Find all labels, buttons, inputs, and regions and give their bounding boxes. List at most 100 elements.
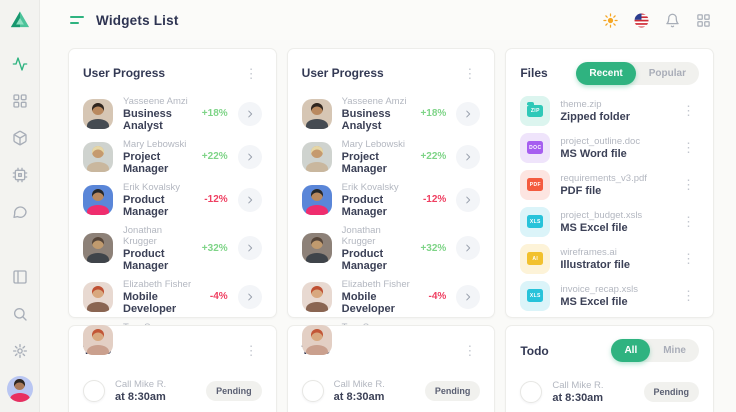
files-filter-toggle: Recent Popular bbox=[576, 61, 699, 85]
chevron-right-icon[interactable] bbox=[237, 187, 262, 212]
filter-all-button[interactable]: All bbox=[611, 339, 651, 362]
chevron-right-icon[interactable] bbox=[237, 236, 262, 260]
user-row: Erik Kovalsky Product Manager -12% bbox=[83, 178, 262, 221]
user-row: Mary Lebowski Project Manager +22% bbox=[83, 135, 262, 178]
ai-file-icon: AI bbox=[520, 243, 551, 274]
user-role: Project Manager bbox=[341, 150, 387, 175]
avatar bbox=[83, 233, 113, 263]
xls-file-icon: XLS bbox=[520, 206, 551, 237]
layout-panel-icon[interactable] bbox=[8, 265, 32, 289]
todo-checkbox[interactable] bbox=[520, 381, 543, 403]
chevron-right-icon[interactable] bbox=[456, 144, 481, 169]
card-title: Todo bbox=[520, 343, 549, 358]
todo-time: at 8:30am bbox=[115, 391, 166, 403]
filter-mine-button[interactable]: Mine bbox=[650, 339, 699, 362]
chevron-right-icon[interactable] bbox=[237, 101, 262, 126]
kebab-menu-icon[interactable]: ⋮ bbox=[678, 213, 699, 230]
kebab-menu-icon[interactable]: ⋮ bbox=[459, 65, 480, 82]
widgets-grid-icon[interactable] bbox=[8, 89, 32, 113]
menu-hamburger-icon[interactable] bbox=[70, 14, 86, 26]
trend-value: +22% bbox=[420, 151, 447, 162]
file-name: project_outline.doc bbox=[560, 135, 641, 147]
chevron-right-icon[interactable] bbox=[237, 284, 262, 309]
kebab-menu-icon[interactable]: ⋮ bbox=[678, 250, 699, 267]
settings-gear-icon[interactable] bbox=[8, 339, 32, 363]
status-badge: Pending bbox=[643, 382, 699, 402]
chevron-right-icon[interactable] bbox=[456, 236, 481, 260]
status-badge: Pending bbox=[206, 381, 262, 401]
filter-popular-button[interactable]: Popular bbox=[636, 62, 699, 85]
kebab-menu-icon[interactable]: ⋮ bbox=[459, 342, 480, 359]
filter-recent-button[interactable]: Recent bbox=[576, 61, 636, 85]
sidebar-nav-bottom bbox=[6, 253, 33, 412]
file-name: wireframes.ai bbox=[560, 246, 617, 258]
chevron-right-icon[interactable] bbox=[456, 101, 481, 126]
file-name: invoice_recap.xsls bbox=[560, 283, 638, 295]
widgets-grid-area: User Progress ⋮ Yasseene Amzi Business An… bbox=[40, 40, 736, 412]
todo-list: Call Mike R.at 8:30am Pending Finish doc… bbox=[83, 369, 262, 412]
search-icon[interactable] bbox=[8, 302, 32, 326]
header-actions bbox=[601, 11, 712, 29]
todo-checkbox[interactable] bbox=[301, 380, 324, 402]
apps-grid-icon[interactable] bbox=[694, 11, 712, 29]
user-row: Elizabeth Fisher Mobile Developer -4% bbox=[83, 275, 262, 318]
avatar bbox=[83, 281, 113, 312]
user-name: Mary Lebowski bbox=[123, 138, 187, 150]
avatar bbox=[83, 98, 113, 129]
avatar bbox=[83, 324, 113, 355]
user-role: Product Manager bbox=[123, 193, 169, 218]
trend-value: -12% bbox=[204, 194, 228, 205]
avatar bbox=[301, 141, 332, 172]
files-card: Files Recent Popular ZIP theme.zip Zipped… bbox=[505, 48, 714, 318]
chat-bubble-icon[interactable] bbox=[8, 200, 32, 224]
user-name: Yasseene Amzi bbox=[123, 95, 188, 107]
zip-file-icon: ZIP bbox=[520, 95, 551, 126]
cpu-chip-icon[interactable] bbox=[8, 163, 32, 187]
file-name: project_budget.xsls bbox=[560, 209, 643, 221]
chevron-right-icon[interactable] bbox=[237, 144, 262, 169]
user-row: Jonathan Krugger Product Manager +32% bbox=[83, 221, 262, 275]
user-role: Mobile Developer bbox=[341, 290, 395, 315]
chevron-right-icon[interactable] bbox=[456, 187, 481, 212]
user-progress-card-1: User Progress ⋮ Yasseene Amzi Business An… bbox=[68, 48, 277, 358]
kebab-menu-icon[interactable]: ⋮ bbox=[241, 342, 262, 359]
todo-title: Call Mike R. bbox=[333, 379, 385, 390]
card-title: Files bbox=[520, 66, 548, 80]
trend-value: -4% bbox=[209, 291, 228, 302]
file-row: PDF requirements_v3.pdf PDF file ⋮ bbox=[520, 166, 699, 203]
user-role: Business Analyst bbox=[123, 107, 172, 132]
user-role: Product Manager bbox=[341, 247, 387, 272]
page-title: Widgets List bbox=[96, 12, 179, 28]
package-box-icon[interactable] bbox=[8, 126, 32, 150]
user-list: Yasseene Amzi Business Analyst +18% Mary … bbox=[301, 92, 481, 361]
kebab-menu-icon[interactable]: ⋮ bbox=[678, 102, 699, 119]
avatar bbox=[83, 141, 113, 172]
todo-time: at 8:30am bbox=[552, 392, 604, 404]
todo-filter-toggle: All Mine bbox=[611, 339, 699, 362]
app-logo-icon[interactable] bbox=[0, 0, 40, 40]
activity-icon[interactable] bbox=[8, 52, 32, 76]
language-flag-us-icon[interactable] bbox=[632, 11, 650, 29]
theme-sun-icon[interactable] bbox=[601, 11, 619, 29]
todo-checkbox[interactable] bbox=[83, 380, 105, 402]
todo-title: Call Mike R. bbox=[552, 380, 604, 391]
user-role: Product Manager bbox=[123, 247, 169, 272]
todo-row: Call Mike R. at 8:30am Pending bbox=[301, 369, 481, 412]
avatar bbox=[301, 281, 332, 312]
user-name: Mary Lebowski bbox=[341, 138, 406, 150]
kebab-menu-icon[interactable]: ⋮ bbox=[678, 176, 699, 193]
user-row: Erik Kovalsky Product Manager -12% bbox=[301, 178, 481, 221]
user-role: Project Manager bbox=[123, 150, 169, 175]
file-type: Illustrator file bbox=[560, 258, 631, 271]
kebab-menu-icon[interactable]: ⋮ bbox=[241, 65, 262, 82]
user-row: Mary Lebowski Project Manager +22% bbox=[301, 135, 481, 178]
avatar bbox=[301, 324, 332, 355]
profile-avatar[interactable] bbox=[6, 376, 33, 402]
user-name: Elizabeth Fisher bbox=[123, 278, 192, 290]
user-role: Mobile Developer bbox=[123, 290, 177, 315]
notifications-bell-icon[interactable] bbox=[663, 11, 681, 29]
chevron-right-icon[interactable] bbox=[456, 284, 481, 309]
file-row: DOC project_outline.doc MS Word file ⋮ bbox=[520, 129, 699, 166]
kebab-menu-icon[interactable]: ⋮ bbox=[678, 287, 699, 304]
kebab-menu-icon[interactable]: ⋮ bbox=[678, 139, 699, 156]
